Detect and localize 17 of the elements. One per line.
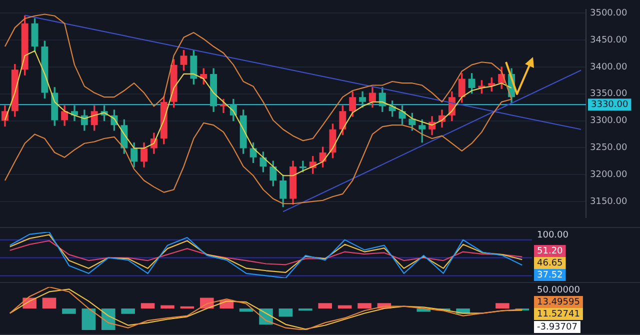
text: 50.00000 [537, 285, 580, 296]
y-tick-label: 3250.00 [590, 143, 628, 154]
text: 46.65 [537, 258, 563, 268]
y-tick-label: 3150.00 [590, 196, 628, 207]
y-tick-label: 3200.00 [590, 170, 628, 180]
text: 37.52 [537, 270, 563, 280]
text: -3.93707 [537, 322, 578, 332]
y-tick-label: 3300.00 [590, 116, 628, 126]
text: 100.00 [537, 230, 569, 240]
y-tick-label: 3450.00 [590, 35, 628, 46]
text: 13.49595 [537, 297, 580, 308]
y-tick-label: 3350.00 [590, 89, 628, 100]
y-tick-label: 3400.00 [590, 62, 628, 72]
text: 51.20 [537, 246, 564, 256]
y-tick-label: 3500.00 [590, 8, 628, 19]
ref-line-label: 3330.00 [591, 100, 628, 110]
text: 11.52741 [537, 309, 580, 320]
